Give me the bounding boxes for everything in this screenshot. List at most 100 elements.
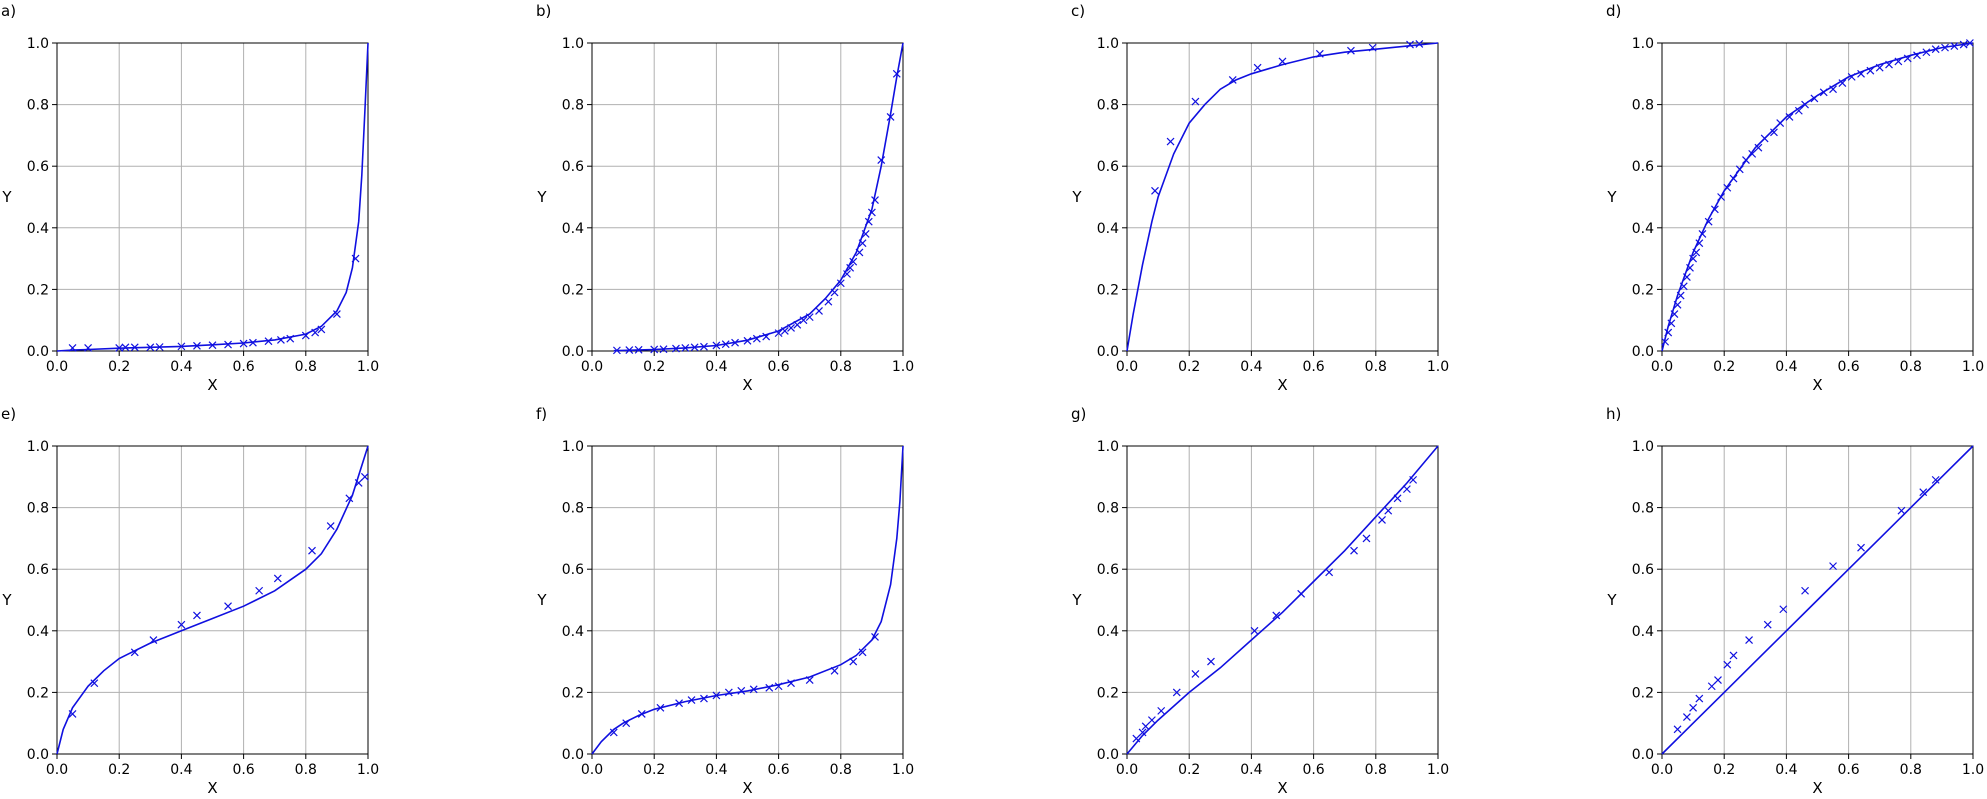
marker-stroke — [787, 679, 795, 688]
marker-stroke — [843, 270, 851, 278]
marker-stroke — [864, 217, 873, 226]
data-point-marker — [1378, 515, 1386, 524]
data-point-marker — [360, 472, 369, 481]
marker-stroke — [1172, 688, 1181, 697]
marker-stroke — [787, 323, 795, 332]
marker-stroke — [239, 339, 248, 348]
data-point-marker — [1748, 149, 1757, 158]
data-point-marker — [1723, 183, 1732, 192]
data-point-marker — [1723, 660, 1732, 669]
data-point-marker — [90, 679, 99, 688]
marker-stroke — [1857, 69, 1865, 78]
panel-label: g) — [1071, 405, 1086, 423]
fit-curve — [591, 445, 904, 755]
data-point-marker — [1679, 282, 1688, 291]
x-tick-label: 1.0 — [1962, 359, 1984, 375]
marker-stroke — [1686, 263, 1694, 272]
marker-stroke — [1829, 85, 1837, 94]
panel-label: b) — [536, 2, 551, 20]
marker-stroke — [317, 325, 326, 334]
x-tick-label: 0.4 — [1240, 359, 1262, 375]
data-point-marker — [1857, 543, 1865, 552]
data-point-marker — [130, 343, 139, 352]
data-point-marker — [1698, 230, 1707, 238]
y-tick-label: 0.2 — [1097, 685, 1119, 701]
x-axis-label: X — [207, 376, 217, 394]
y-tick-label: 0.6 — [1097, 159, 1119, 175]
data-point-marker — [762, 332, 771, 341]
marker-stroke — [849, 657, 858, 666]
plot-frame — [1661, 42, 1974, 352]
data-point-marker — [1297, 589, 1306, 598]
data-point-marker — [1919, 488, 1928, 497]
marker-stroke — [286, 334, 295, 343]
data-point-marker — [892, 69, 901, 78]
data-point-marker — [849, 257, 858, 266]
x-tick-label: 0.0 — [46, 762, 68, 778]
data-point-marker — [1866, 66, 1875, 75]
data-point-marker — [1897, 506, 1906, 515]
data-point-marker — [177, 620, 186, 629]
marker-stroke — [1779, 605, 1788, 614]
data-point-marker — [1829, 562, 1837, 571]
data-point-marker — [193, 341, 201, 350]
data-point-marker — [155, 343, 164, 351]
marker-stroke — [1794, 106, 1803, 115]
data-point-marker — [1253, 63, 1262, 72]
data-point-marker — [622, 719, 631, 728]
data-point-marker — [273, 574, 282, 583]
data-point-marker — [224, 340, 232, 349]
x-tick-label: 0.0 — [1651, 359, 1673, 375]
x-tick-label: 0.8 — [1365, 762, 1387, 778]
data-point-marker — [1959, 40, 1968, 49]
marker-stroke — [224, 340, 232, 349]
marker-stroke — [1959, 40, 1968, 49]
marker-stroke — [892, 69, 901, 78]
data-point-marker — [115, 343, 124, 352]
data-point-marker — [1894, 57, 1903, 66]
marker-stroke — [1207, 657, 1215, 666]
data-point-marker — [1710, 205, 1719, 214]
plot-frame — [1661, 445, 1974, 755]
marker-stroke — [249, 338, 257, 347]
marker-stroke — [634, 345, 643, 354]
y-axis-label: Y — [1606, 188, 1617, 206]
x-tick-label: 0.2 — [108, 762, 130, 778]
data-point-marker — [774, 329, 783, 338]
x-tick-label: 1.0 — [1427, 762, 1449, 778]
marker-stroke — [1228, 76, 1237, 84]
marker-stroke — [687, 696, 696, 705]
data-point-marker — [1801, 100, 1809, 109]
data-point-marker — [815, 307, 823, 315]
y-tick-label: 1.0 — [562, 439, 584, 455]
marker-stroke — [311, 328, 320, 337]
y-tick-label: 0.4 — [562, 624, 584, 640]
data-point-marker — [1667, 319, 1676, 328]
marker-stroke — [1801, 100, 1809, 109]
marker-stroke — [1141, 722, 1150, 731]
data-point-marker — [634, 345, 643, 354]
data-point-marker — [824, 297, 833, 306]
data-point-marker — [1689, 703, 1698, 712]
data-point-marker — [1191, 669, 1200, 678]
data-point-marker — [1931, 475, 1940, 484]
data-point-marker — [1922, 48, 1931, 57]
marker-stroke — [1801, 586, 1809, 595]
marker-stroke — [115, 343, 124, 352]
data-point-marker — [1676, 291, 1685, 300]
data-point-marker — [787, 323, 795, 332]
y-tick-label: 0.6 — [27, 562, 49, 578]
data-point-marker — [650, 345, 659, 354]
data-point-marker — [830, 288, 839, 297]
y-tick-label: 0.0 — [1097, 344, 1119, 360]
data-point-marker — [1760, 134, 1769, 143]
chart-panel: e) 0.0 0.2 0.4 0.6 0.8 1.0 0.0 0.2 0.4 0.6 0.8 1.0 X Y — [1, 405, 379, 797]
plot-frame — [1126, 445, 1439, 755]
x-tick-label: 1.0 — [1962, 762, 1984, 778]
marker-stroke — [1903, 54, 1912, 63]
marker-stroke — [774, 329, 783, 338]
marker-stroke — [830, 666, 839, 675]
y-tick-label: 0.2 — [562, 282, 584, 298]
marker-stroke — [1250, 626, 1259, 635]
x-tick-label: 0.4 — [1775, 359, 1797, 375]
